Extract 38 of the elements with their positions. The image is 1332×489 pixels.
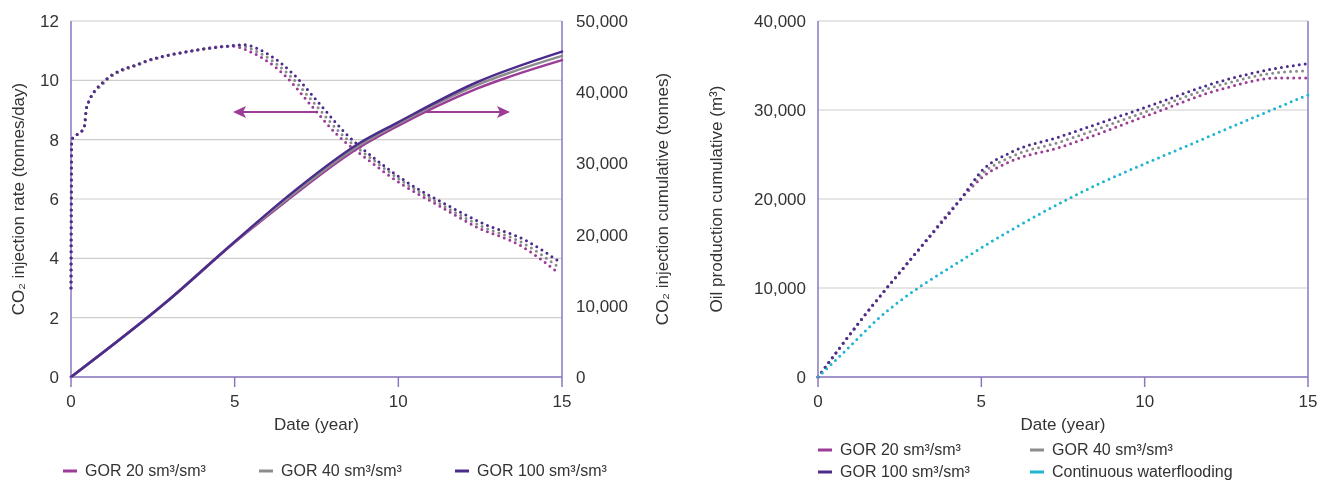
y2-tick-label: 0	[576, 368, 586, 387]
y-tick-label: 40,000	[754, 12, 806, 31]
x-tick-label: 5	[229, 392, 240, 411]
x-tick-label: 10	[388, 392, 408, 411]
x-tick-label: 15	[1298, 392, 1318, 411]
y-axis-title: CO₂ injection rate (tonnes/day)	[9, 82, 28, 316]
y-tick-label: 10,000	[754, 279, 806, 298]
legend-label: GOR 20 sm³/sm³	[840, 441, 962, 458]
x-tick-label: 15	[552, 392, 572, 411]
legend-label: GOR 20 sm³/sm³	[85, 462, 207, 479]
y-tick-label: 30,000	[754, 101, 806, 120]
x-tick-label: 0	[813, 392, 823, 411]
y-tick-label: 6	[49, 190, 59, 209]
y2-tick-label: 40,000	[576, 83, 628, 103]
x-tick-label: 5	[976, 392, 987, 411]
x-axis-title: Date (year)	[1020, 415, 1106, 434]
x-tick-label: 0	[66, 392, 76, 411]
y2-axis-title: CO₂ injection cumulative (tonnes)	[653, 72, 672, 326]
y-tick-label: 10	[40, 71, 59, 91]
y-tick-label: 8	[49, 130, 59, 150]
y2-tick-label: 10,000	[576, 296, 628, 316]
y2-tick-label: 20,000	[576, 225, 628, 245]
y-axis-title: Oil production cumulative (m³)	[707, 85, 726, 313]
x-tick-label: 10	[1135, 392, 1155, 411]
x-axis-title: Date (year)	[273, 415, 360, 434]
y-tick-label: 0	[796, 368, 806, 387]
y-tick-label: 4	[49, 249, 59, 269]
legend-label: GOR 40 sm³/sm³	[281, 462, 403, 479]
legend-label: GOR 40 sm³/sm³	[1052, 441, 1174, 458]
y2-tick-label: 30,000	[576, 154, 628, 174]
y2-tick-label: 50,000	[576, 12, 628, 31]
legend-label: GOR 100 sm³/sm³	[477, 462, 608, 479]
y-tick-label: 0	[49, 368, 59, 387]
y-tick-label: 2	[49, 308, 59, 328]
y-tick-label: 12	[40, 12, 59, 31]
legend-label: Continuous waterflooding	[1052, 463, 1233, 480]
y-tick-label: 20,000	[754, 190, 806, 209]
legend-label: GOR 100 sm³/sm³	[840, 463, 971, 480]
